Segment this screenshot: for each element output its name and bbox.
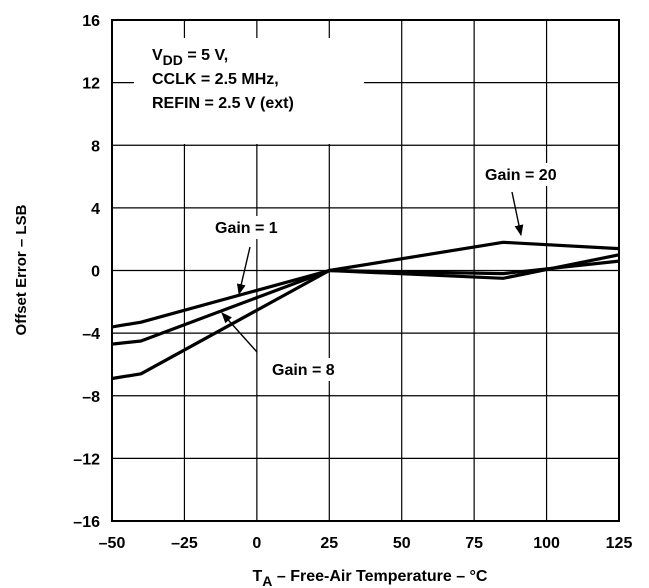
y-tick-label: 4: [91, 201, 100, 218]
y-tick-label: 0: [91, 264, 100, 281]
annotation-background: [479, 163, 593, 186]
annotation-arrow: [221, 312, 258, 353]
annotation-arrow: [236, 246, 251, 296]
x-tick-label: –50: [99, 535, 126, 552]
y-tick-label: –12: [73, 451, 100, 468]
data-series: [111, 240, 620, 381]
plot-frame: [111, 19, 620, 522]
annotations: Gain = 1 Gain = 8 Gain = 20: [209, 163, 593, 381]
x-tick-label: 100: [533, 535, 560, 552]
x-tick-label: 0: [252, 535, 261, 552]
annotation-label: Gain = 8: [272, 362, 335, 379]
y-axis-label: Offset Error – LSB: [13, 204, 30, 335]
conditions-box: VDD = 5 V, CCLK = 2.5 MHz, REFIN = 2.5 V (…: [134, 38, 364, 144]
y-tick-label: –16: [73, 514, 100, 531]
x-tick-label: 25: [320, 535, 338, 552]
annotation-background: [266, 358, 370, 381]
annotation-arrow: [511, 191, 524, 237]
x-axis-label: TA – Free-Air Temperature – °C: [253, 568, 488, 588]
annotation-label: Gain = 20: [485, 167, 557, 184]
y-tick-label: –4: [82, 326, 100, 343]
annotation-label: Gain = 1: [215, 220, 278, 237]
condition-line: REFIN = 2.5 V (ext): [152, 95, 294, 112]
conditions-background: [134, 38, 364, 144]
condition-line: CCLK = 2.5 MHz,: [152, 71, 279, 88]
x-tick-label: 50: [393, 535, 411, 552]
y-tick-label: –8: [82, 389, 100, 406]
y-tick-label: 8: [91, 138, 100, 155]
x-tick-label: 125: [606, 535, 633, 552]
annotation-background: [209, 216, 313, 239]
condition-line: VDD = 5 V,: [152, 47, 228, 68]
series-line: [111, 240, 620, 381]
tick-labels: –50 –25 0 25 50 75 100 125 –16 –12 –8 –4 0 4 8 12 16: [73, 13, 632, 552]
y-tick-label: 16: [82, 13, 100, 30]
y-tick-label: 12: [82, 76, 100, 93]
x-tick-label: –25: [171, 535, 198, 552]
x-tick-label: 75: [465, 535, 483, 552]
